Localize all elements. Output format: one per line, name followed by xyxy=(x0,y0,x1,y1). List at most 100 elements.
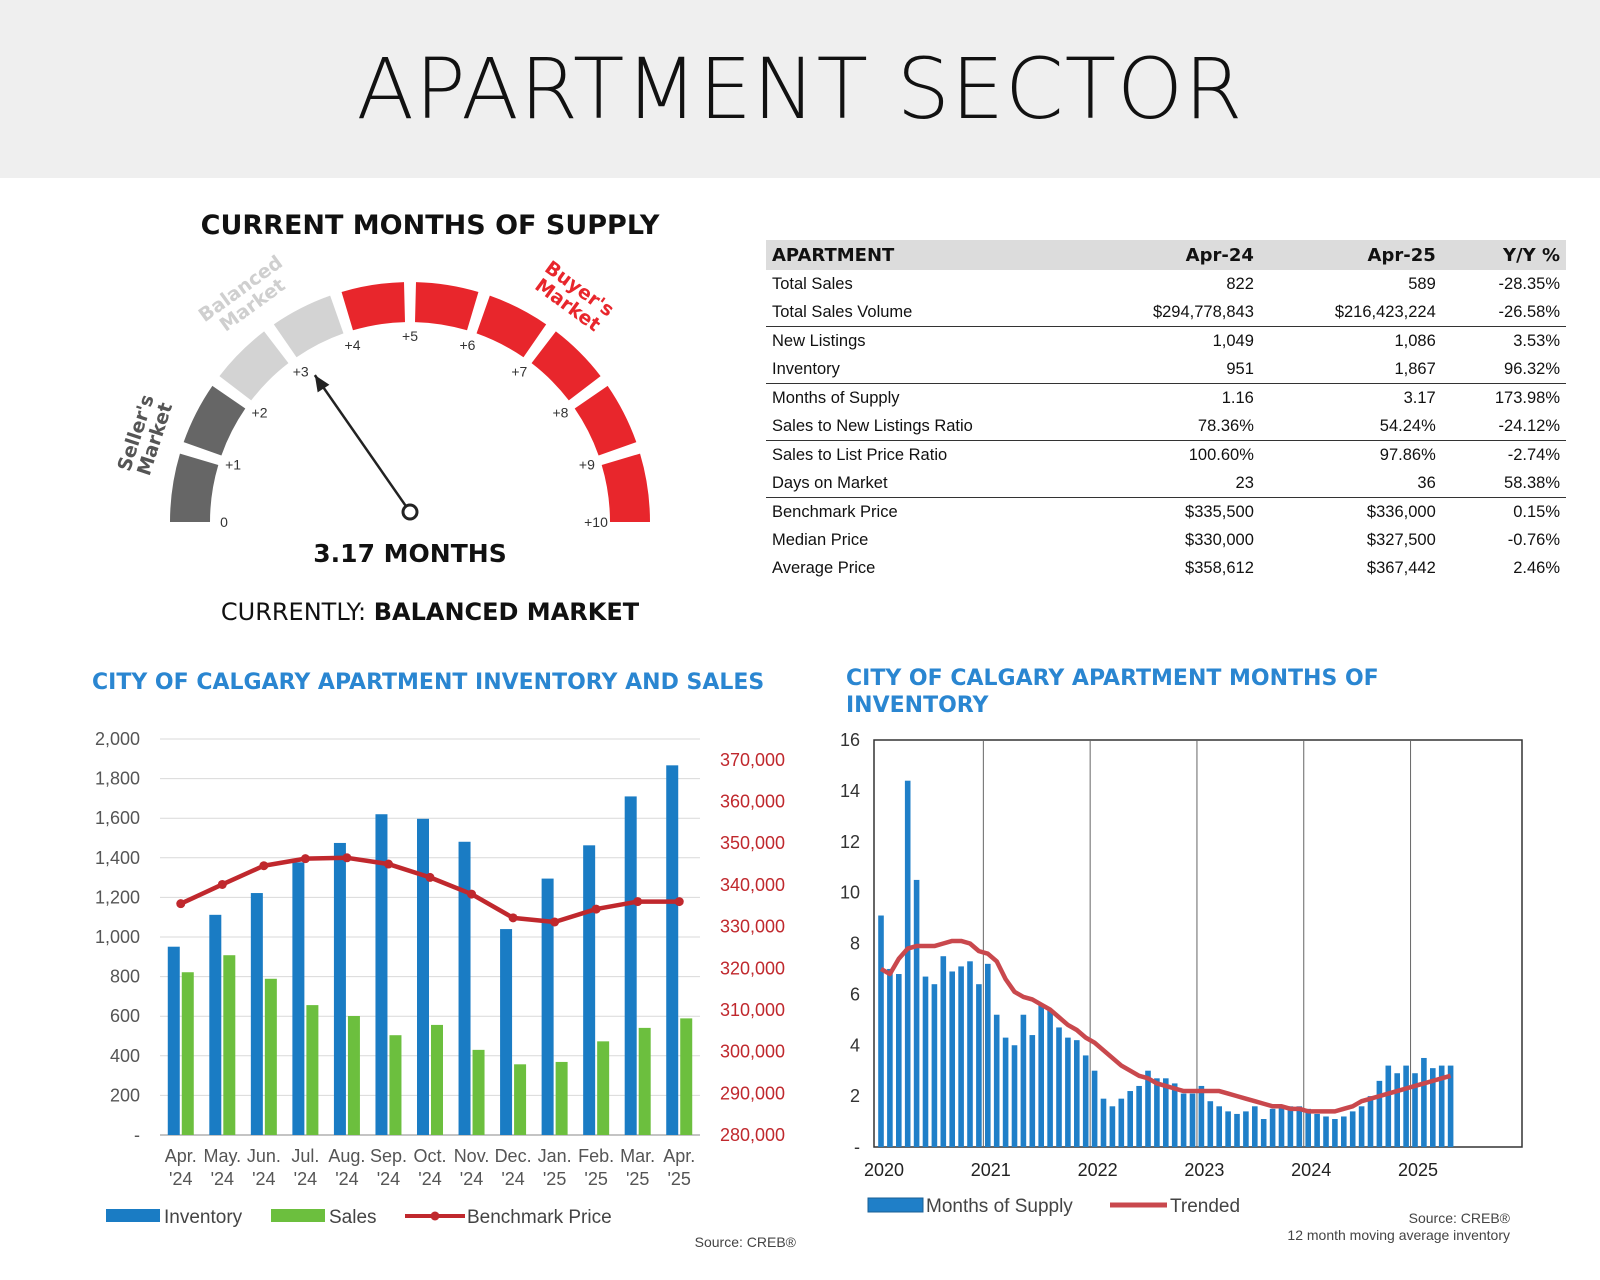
months-of-supply-bar xyxy=(967,961,973,1147)
months-of-supply-bar xyxy=(1207,1101,1214,1147)
y-tick-label: 1,400 xyxy=(95,848,140,868)
x-tick-label: Apr. xyxy=(663,1146,695,1166)
months-of-supply-bar xyxy=(1358,1106,1365,1147)
stats-cell: 0.15% xyxy=(1513,502,1560,521)
stats-cell: 54.24% xyxy=(1259,412,1442,441)
stats-row-label: Total Sales xyxy=(772,274,853,293)
months-of-supply-bar xyxy=(1225,1111,1231,1147)
inventory-bar xyxy=(209,914,222,1135)
months-of-supply-bar xyxy=(1430,1068,1436,1147)
benchmark-price-point xyxy=(259,861,269,871)
y-tick-label: 2 xyxy=(850,1086,860,1106)
inventory-bar xyxy=(333,842,346,1135)
months-of-supply-bar xyxy=(1243,1111,1249,1147)
months-of-supply-bar xyxy=(1234,1113,1240,1147)
y-tick-label: 12 xyxy=(840,832,860,852)
chart1-source: Source: CREB® xyxy=(694,1234,796,1250)
months-of-supply-bar xyxy=(949,971,955,1147)
stats-cell: $335,500 xyxy=(1185,502,1254,521)
sales-bar xyxy=(347,1016,360,1135)
apartment-stats-table: APARTMENT Apr-24 Apr-25 Y/Y % Total Sale… xyxy=(766,240,1566,582)
y2-tick-label: 330,000 xyxy=(720,917,785,937)
inventory-bar xyxy=(417,818,429,1135)
stats-row: Inventory 951 1,867 96.32% xyxy=(766,355,1566,384)
sales-bar xyxy=(472,1049,485,1135)
sales-bar xyxy=(306,1005,319,1135)
x-tick-label: Jun. xyxy=(247,1146,281,1166)
y2-tick-label: 360,000 xyxy=(720,792,785,812)
months-of-supply-bar xyxy=(1332,1119,1338,1147)
legend-months-of-supply-swatch xyxy=(867,1197,924,1213)
y-tick-label: - xyxy=(134,1125,140,1145)
gauge-needle-arrowhead xyxy=(314,375,330,393)
stats-header-label: APARTMENT xyxy=(766,240,1078,270)
chart2-source: Source: CREB® xyxy=(1408,1210,1510,1226)
months-of-supply-bar xyxy=(1145,1070,1151,1147)
y2-tick-label: 290,000 xyxy=(720,1083,785,1103)
gauge-segment xyxy=(601,453,650,522)
gauge-value: 3.17 MONTHS xyxy=(313,539,507,568)
y-tick-label: 16 xyxy=(840,730,860,750)
x-tick-label: Nov. xyxy=(454,1146,490,1166)
months-of-supply-bar xyxy=(1269,1108,1276,1147)
stats-cell: 58.38% xyxy=(1441,469,1566,498)
gauge-segment xyxy=(183,385,246,456)
months-of-supply-bar xyxy=(985,963,991,1147)
months-of-supply-bar xyxy=(1056,1027,1062,1147)
stats-row-label: Benchmark Price xyxy=(772,502,898,521)
benchmark-price-point xyxy=(550,917,560,927)
sales-bar xyxy=(431,1024,443,1135)
stats-cell: 78.36% xyxy=(1078,412,1260,441)
inventory-bar xyxy=(458,841,471,1135)
stats-row-label: Sales to New Listings Ratio xyxy=(766,412,1078,441)
inventory-sales-chart-title: CITY OF CALGARY APARTMENT INVENTORY AND … xyxy=(92,670,765,695)
benchmark-price-point xyxy=(425,872,435,882)
x-tick-label: '24 xyxy=(252,1169,275,1189)
legend-benchmark-price-marker xyxy=(430,1211,440,1221)
months-of-supply-bar xyxy=(1367,1096,1374,1147)
stats-row: Days on Market 23 36 58.38% xyxy=(766,469,1566,498)
gauge-title: CURRENT MONTHS OF SUPPLY xyxy=(200,210,660,241)
stats-cell: 100.60% xyxy=(1188,445,1254,464)
x-tick-label: 2021 xyxy=(971,1160,1011,1180)
stats-header-apr24: Apr-24 xyxy=(1078,240,1260,270)
stats-row: Benchmark Price $335,500 $336,000 0.15% xyxy=(766,498,1566,527)
months-of-supply-bar xyxy=(931,984,938,1147)
benchmark-price-point xyxy=(342,853,352,863)
y-tick-label: 1,000 xyxy=(95,927,140,947)
x-tick-label: '24 xyxy=(501,1169,524,1189)
gauge-tick-label: +5 xyxy=(402,328,418,344)
x-tick-label: 2020 xyxy=(864,1160,904,1180)
x-tick-label: Sep. xyxy=(370,1146,407,1166)
stats-row: Months of Supply 1.16 3.17 173.98% xyxy=(766,384,1566,413)
sales-bar xyxy=(264,978,277,1135)
plot-frame xyxy=(873,739,1523,1148)
legend-months-of-supply-label: Months of Supply xyxy=(926,1196,1073,1217)
sales-bar xyxy=(638,1027,651,1135)
x-tick-label: '24 xyxy=(460,1169,483,1189)
months-of-supply-bar xyxy=(887,968,893,1147)
chart2-note: 12 month moving average inventory xyxy=(1287,1227,1510,1243)
benchmark-price-point xyxy=(508,913,518,923)
gauge-tick-label: +1 xyxy=(225,457,241,473)
months-of-supply-bar xyxy=(940,956,947,1147)
stats-cell: 1.16 xyxy=(1221,388,1254,407)
stats-cell: 822 xyxy=(1226,274,1254,293)
benchmark-price-point xyxy=(467,889,477,899)
stats-cell: 23 xyxy=(1078,469,1260,498)
inventory-bar xyxy=(583,845,596,1135)
stats-cell: -2.74% xyxy=(1507,445,1560,464)
gauge-tick-label: +10 xyxy=(584,514,608,530)
benchmark-price-point xyxy=(383,859,393,869)
x-tick-label: 2022 xyxy=(1078,1160,1118,1180)
stats-header-apr25: Apr-25 xyxy=(1259,240,1442,270)
months-of-supply-bar xyxy=(1287,1106,1294,1147)
months-of-supply-bar xyxy=(1394,1073,1400,1147)
sales-bar xyxy=(389,1035,402,1135)
stats-cell: -24.12% xyxy=(1441,412,1566,441)
stats-row-label: Average Price xyxy=(772,558,876,577)
stats-row-label: Months of Supply xyxy=(772,388,900,407)
x-tick-label: Aug. xyxy=(328,1146,365,1166)
months-of-supply-bar xyxy=(1136,1085,1142,1147)
gauge-segment xyxy=(219,331,289,401)
